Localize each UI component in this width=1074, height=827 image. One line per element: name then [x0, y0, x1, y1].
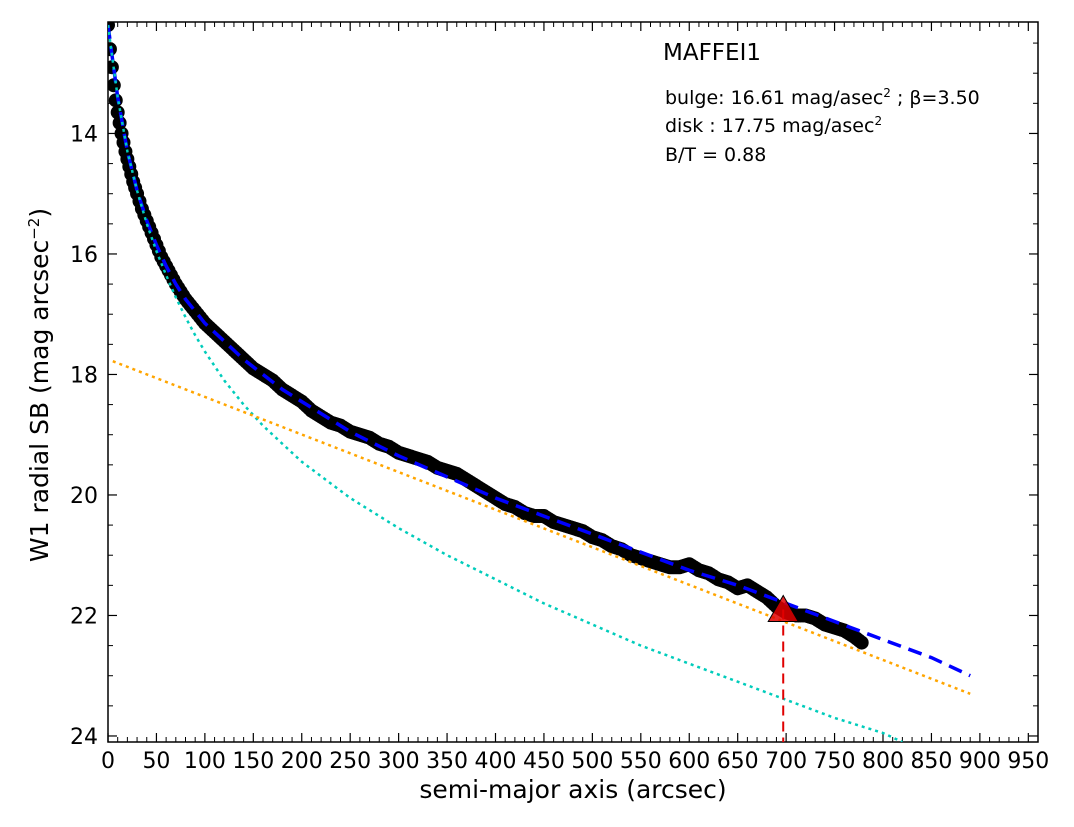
series-layer — [108, 22, 971, 742]
x-tick-label: 650 — [717, 749, 759, 774]
axis-ticks — [107, 22, 1038, 742]
y-tick-labels: 14 16 18 20 22 24 — [70, 122, 98, 750]
x-tick-label: 700 — [765, 749, 807, 774]
x-tick-label: 600 — [668, 749, 710, 774]
series-line-3 — [112, 360, 971, 695]
x-axis-label: semi-major axis (arcsec) — [419, 775, 726, 804]
series-line-1 — [108, 24, 971, 678]
x-tick-label: 400 — [475, 749, 517, 774]
disk-superscript: 2 — [874, 114, 882, 128]
bt-annotation: B/T = 0.88 — [665, 144, 766, 166]
x-tick-label: 150 — [232, 749, 274, 774]
x-tick-label: 0 — [101, 749, 115, 774]
y-tick-label: 22 — [70, 604, 98, 629]
y-tick-label: 16 — [70, 243, 98, 268]
x-tick-label: 750 — [814, 749, 856, 774]
bulge-superscript: 2 — [883, 86, 891, 100]
x-tick-label: 800 — [862, 749, 904, 774]
chart-title: MAFFEI1 — [663, 40, 761, 66]
x-tick-label: 50 — [142, 749, 170, 774]
marker-triangle — [767, 594, 800, 622]
x-tick-label: 200 — [281, 749, 323, 774]
series-line-2 — [108, 24, 903, 742]
x-tick-label: 550 — [620, 749, 662, 774]
y-tick-label: 14 — [70, 122, 98, 147]
x-tick-label: 450 — [523, 749, 565, 774]
x-tick-labels: 0 50 100 150 200 250 300 350 400 450 500 550 600 650 7… — [101, 749, 1049, 774]
x-tick-label: 350 — [426, 749, 468, 774]
y-tick-label: 24 — [70, 725, 98, 750]
y-tick-label: 20 — [70, 484, 98, 509]
disk-annotation: disk : 17.75 mag/asec2 — [665, 114, 882, 137]
x-tick-label: 850 — [910, 749, 952, 774]
x-tick-label: 250 — [329, 749, 371, 774]
y-tick-label: 18 — [70, 363, 98, 388]
x-tick-label: 300 — [378, 749, 420, 774]
x-tick-label: 950 — [1007, 749, 1049, 774]
plot-frame — [107, 21, 1039, 743]
x-tick-label: 900 — [959, 749, 1001, 774]
y-axis-label-superscript: −2 — [25, 218, 43, 240]
plot-clip-group — [108, 22, 971, 742]
x-tick-label: 500 — [571, 749, 613, 774]
data-point — [854, 635, 869, 650]
bulge-annotation: bulge: 16.61 mag/asec2 ; β=3.50 — [665, 86, 980, 109]
x-tick-label: 100 — [184, 749, 226, 774]
y-axis-label: W1 radial SB (mag arcsec−2) — [25, 208, 54, 562]
